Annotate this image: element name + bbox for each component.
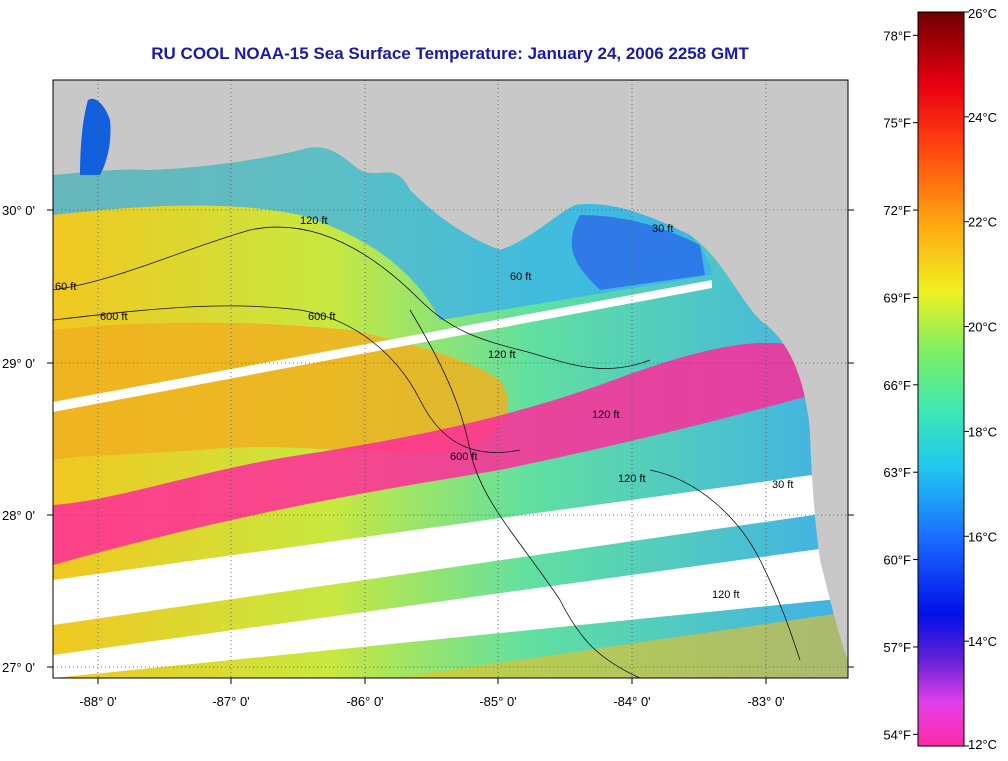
scanline-gap [53,280,712,412]
map-frame [52,79,849,679]
no-data-swath-1 [53,470,848,625]
nearshore-cool-water [53,147,712,320]
no-data-swath-2 [53,545,848,678]
colorbar-fahrenheit-label: 72°F [883,203,911,218]
contour-label: 30 ft [772,479,793,491]
map-title: RU COOL NOAA-15 Sea Surface Temperature:… [151,44,749,63]
warm-south-strip [395,612,848,678]
frame-ticks [47,209,854,684]
colorbar-fahrenheit-label: 54°F [883,727,911,742]
colorbar-fahrenheit-label: 75°F [883,116,911,131]
warm-offshore-water [53,322,508,460]
graticule [53,80,848,678]
lon-label: -83° 0' [747,694,784,709]
contour-label: 600 ft [308,311,336,323]
bathymetry-contours [53,226,801,678]
colorbar-celsius-label: 18°C [968,424,997,439]
colorbar-celsius-label: 20°C [968,320,997,335]
lat-label: 28° 0' [2,508,35,523]
colorbar-fahrenheit-label: 78°F [883,28,911,43]
colorbar-celsius-labels: 26°C 24°C 22°C 20°C 18°C 16°C 14°C 12°C [968,6,997,752]
colorbar-celsius-label: 16°C [968,529,997,544]
contour-label: 120 ft [618,473,646,485]
contour-label: 600 ft [450,451,478,463]
contour-label: 120 ft [488,349,516,361]
lat-label: 30° 0' [2,203,35,218]
colorbar-celsius-label: 14°C [968,634,997,649]
colorbar-fahrenheit-labels: 78°F 75°F 72°F 69°F 66°F 63°F 60°F 57°F 54°F [883,28,911,742]
cold-band [53,342,812,565]
colorbar-fahrenheit-label: 57°F [883,640,911,655]
colorbar-celsius-label: 26°C [968,6,997,21]
lon-label: -88° 0' [79,694,116,709]
colorbar-fahrenheit-label: 66°F [883,378,911,393]
contour-label: 120 ft [300,215,328,227]
contour-label: 30 ft [652,223,673,235]
contour-label: 600 ft [100,311,128,323]
contour-label: 120 ft [592,409,620,421]
lon-label: -87° 0' [212,694,249,709]
colorbar-celsius-label: 12°C [968,737,997,752]
lat-label: 27° 0' [2,660,35,675]
contour-label: 60 ft [55,281,76,293]
colorbar-fahrenheit-label: 60°F [883,553,911,568]
colorbar-ticks [913,11,969,747]
florida-peninsula [700,80,848,660]
colorbar [917,11,965,747]
lon-label: -85° 0' [479,694,516,709]
contour-label: 120 ft [712,589,740,601]
mobile-bay [80,98,111,175]
colorbar-fahrenheit-label: 69°F [883,290,911,305]
colorbar-fahrenheit-label: 63°F [883,465,911,480]
colorbar-celsius-label: 24°C [968,110,997,125]
colorbar-celsius-label: 22°C [968,215,997,230]
map-area: 60 ft 600 ft 600 ft 120 ft 60 ft 30 ft 1… [53,80,848,678]
lon-label: -86° 0' [346,694,383,709]
lat-label: 29° 0' [2,356,35,371]
contour-label: 60 ft [510,271,531,283]
lon-label: -84° 0' [613,694,650,709]
big-bend-cold-water [571,215,705,290]
